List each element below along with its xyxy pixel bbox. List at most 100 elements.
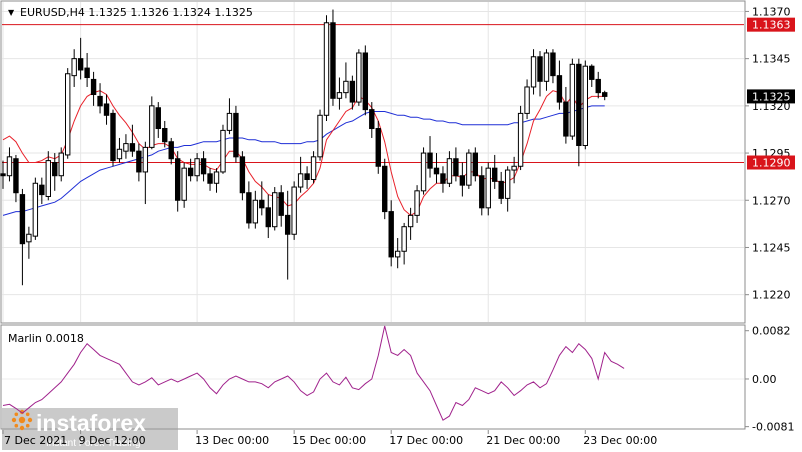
candle-body bbox=[155, 107, 161, 130]
candle bbox=[220, 124, 226, 174]
candle bbox=[246, 181, 252, 229]
candle bbox=[19, 188, 26, 286]
candle-body bbox=[589, 65, 595, 80]
fast-ma-series bbox=[2, 90, 605, 217]
candle-body bbox=[343, 80, 349, 94]
candle bbox=[485, 162, 491, 216]
candle-body bbox=[71, 58, 77, 77]
candle-body bbox=[375, 128, 381, 167]
time-axis: 7 Dec 2021 9 Dec 12:00 13 Dec 00:00 15 Dec … bbox=[2, 430, 657, 447]
candle-body bbox=[246, 192, 252, 224]
candle-body bbox=[498, 180, 504, 199]
resistance-price-tag: 1.1363 bbox=[747, 17, 795, 32]
candle bbox=[498, 171, 504, 205]
candle-body bbox=[58, 152, 64, 177]
candle-body bbox=[427, 152, 433, 169]
candle-body bbox=[90, 78, 97, 96]
candle bbox=[174, 151, 181, 212]
candle-body bbox=[602, 92, 608, 97]
indicator-label: Marlin 0.0018 bbox=[8, 332, 84, 345]
time-label: 21 Dec 00:00 bbox=[486, 434, 560, 447]
candle bbox=[123, 134, 129, 159]
candle bbox=[517, 105, 524, 171]
support-price-label: 1.1290 bbox=[752, 157, 791, 170]
candle-body bbox=[162, 128, 168, 143]
candle bbox=[382, 158, 388, 220]
symbol-marker-icon: ▼ bbox=[8, 8, 15, 17]
candle bbox=[563, 86, 569, 144]
candle-body bbox=[52, 162, 58, 177]
candle-body bbox=[220, 129, 226, 173]
candle bbox=[414, 185, 420, 223]
candle bbox=[71, 49, 77, 87]
candle bbox=[200, 151, 207, 182]
candle-body bbox=[97, 95, 103, 107]
watermark-background bbox=[2, 408, 178, 450]
candle-body bbox=[576, 63, 582, 147]
candle-body bbox=[194, 158, 200, 177]
candle bbox=[58, 147, 64, 182]
candle-body bbox=[472, 152, 479, 177]
candle-body bbox=[511, 165, 517, 171]
candle-body bbox=[595, 78, 601, 94]
candle bbox=[239, 151, 246, 201]
candle bbox=[589, 64, 595, 87]
candle bbox=[52, 153, 58, 191]
candle bbox=[524, 79, 530, 120]
candle bbox=[394, 238, 401, 269]
candle-body bbox=[517, 112, 524, 167]
candle bbox=[330, 9, 336, 106]
candle bbox=[602, 90, 608, 101]
candle bbox=[6, 147, 13, 182]
time-label: 23 Dec 00:00 bbox=[583, 434, 657, 447]
candle bbox=[362, 45, 369, 116]
candle bbox=[453, 147, 459, 182]
candle-body bbox=[336, 92, 343, 99]
candle bbox=[420, 147, 427, 195]
candle bbox=[537, 51, 543, 97]
candle-body bbox=[414, 190, 420, 216]
candle-body bbox=[369, 109, 375, 130]
candle-body bbox=[310, 156, 317, 180]
candle-body bbox=[330, 22, 336, 99]
indicator-tick-label: 0.0082 bbox=[752, 325, 791, 338]
candle-body bbox=[174, 158, 181, 201]
candle-body bbox=[563, 101, 569, 137]
candle-body bbox=[65, 73, 71, 156]
current-price-label: 1.1325 bbox=[752, 90, 791, 103]
candle bbox=[26, 226, 32, 259]
candle bbox=[492, 154, 498, 189]
time-label: 17 Dec 00:00 bbox=[389, 434, 463, 447]
candle bbox=[77, 37, 84, 80]
candle bbox=[194, 153, 200, 182]
candle bbox=[103, 94, 110, 125]
candle bbox=[129, 124, 136, 157]
indicator-tick-label: -0.0081 bbox=[752, 421, 794, 434]
candle-body bbox=[123, 143, 129, 152]
price-tick-label: 1.1370 bbox=[752, 5, 791, 18]
slow-ma-line bbox=[2, 105, 605, 216]
candle-body bbox=[252, 199, 259, 224]
candle-body bbox=[492, 167, 498, 182]
support-price-tag: 1.1290 bbox=[747, 155, 795, 170]
candle bbox=[226, 98, 233, 135]
candle bbox=[65, 68, 71, 159]
candle bbox=[511, 156, 517, 184]
candle-body bbox=[110, 112, 116, 162]
candle bbox=[349, 75, 356, 110]
candle bbox=[272, 187, 278, 231]
candle bbox=[45, 151, 51, 201]
candle bbox=[304, 166, 310, 189]
candle bbox=[97, 83, 103, 114]
candle bbox=[576, 58, 582, 167]
candle-body bbox=[116, 148, 123, 160]
candle bbox=[543, 49, 550, 91]
candle bbox=[291, 181, 297, 240]
time-label: 15 Dec 00:00 bbox=[292, 434, 366, 447]
candle bbox=[259, 181, 265, 216]
candle-body bbox=[356, 52, 362, 103]
candle-body bbox=[407, 214, 414, 228]
price-tick-label: 1.1245 bbox=[752, 241, 791, 254]
candle bbox=[440, 166, 446, 193]
candle bbox=[168, 137, 174, 165]
